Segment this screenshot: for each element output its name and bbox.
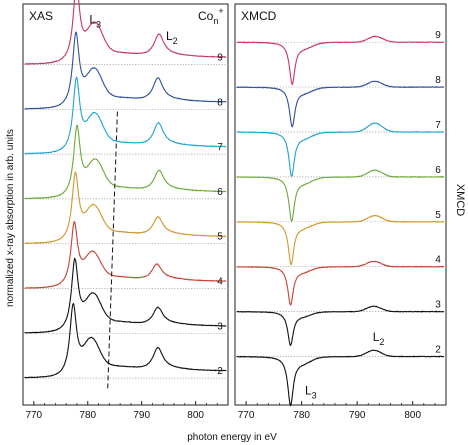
series-line (24, 0, 227, 65)
series-label: 8 (435, 75, 441, 86)
series-line (24, 257, 227, 334)
series-line (236, 214, 445, 266)
series-label: 5 (217, 232, 223, 243)
series-label: 7 (435, 120, 441, 131)
series-label: 6 (435, 165, 441, 176)
x-tick-label: 770 (25, 410, 42, 421)
series-line (236, 80, 445, 128)
series-label: 9 (217, 52, 223, 63)
xmcd-panel: 770 780 790 800 XMCD 2 3 4 5 6 7 8 9 L3 L2 (234, 3, 447, 421)
series-label: 4 (217, 277, 223, 288)
panel-label: XAS (29, 9, 53, 23)
series-line (24, 220, 227, 289)
x-tick-label: 800 (187, 410, 204, 421)
y-axis-label: normalized x-ray absorption in arb. unit… (5, 129, 16, 307)
x-axis-label: photon energy in eV (187, 432, 277, 443)
series-label: 3 (435, 300, 441, 311)
x-tick-label: 770 (238, 410, 255, 421)
species-label: Con+ (198, 6, 224, 26)
series-line (24, 170, 227, 245)
series-label: 8 (217, 97, 223, 108)
x-tick-label: 780 (293, 410, 310, 421)
series-label: 9 (435, 30, 441, 41)
edge-label: L3 (305, 384, 317, 401)
series-line (236, 349, 445, 407)
x-tick-label: 800 (404, 410, 421, 421)
xmcd-axis-label: XMCD (454, 184, 466, 216)
series-label: 3 (217, 321, 223, 332)
series-line (24, 31, 227, 110)
series-label: 2 (435, 345, 441, 356)
x-tick-label: 780 (79, 410, 96, 421)
series-line (236, 35, 445, 86)
plot-frame (22, 3, 229, 406)
series-line (236, 305, 445, 347)
edge-label: L2 (373, 330, 385, 347)
plot-frame (234, 3, 447, 406)
series-label: 4 (435, 255, 441, 266)
xas-panel: 770 780 790 800 XAS Con+ 2 3 4 5 6 7 8 9 L3 L2 (22, 0, 229, 421)
series-line (236, 169, 445, 222)
series-line (24, 302, 227, 379)
series-line (24, 124, 227, 200)
edge-label: L3 (89, 12, 101, 29)
series-line (24, 76, 227, 155)
x-tick-label: 790 (349, 410, 366, 421)
series-label: 7 (217, 142, 223, 153)
series-label: 6 (217, 187, 223, 198)
edge-label: L2 (166, 29, 178, 46)
series-line (236, 260, 445, 306)
series-label: 5 (435, 210, 441, 221)
dashed-trend-line (107, 111, 118, 390)
series-label: 2 (217, 366, 223, 377)
x-tick-label: 790 (133, 410, 150, 421)
panel-label: XMCD (241, 9, 277, 23)
series-line (236, 122, 445, 177)
